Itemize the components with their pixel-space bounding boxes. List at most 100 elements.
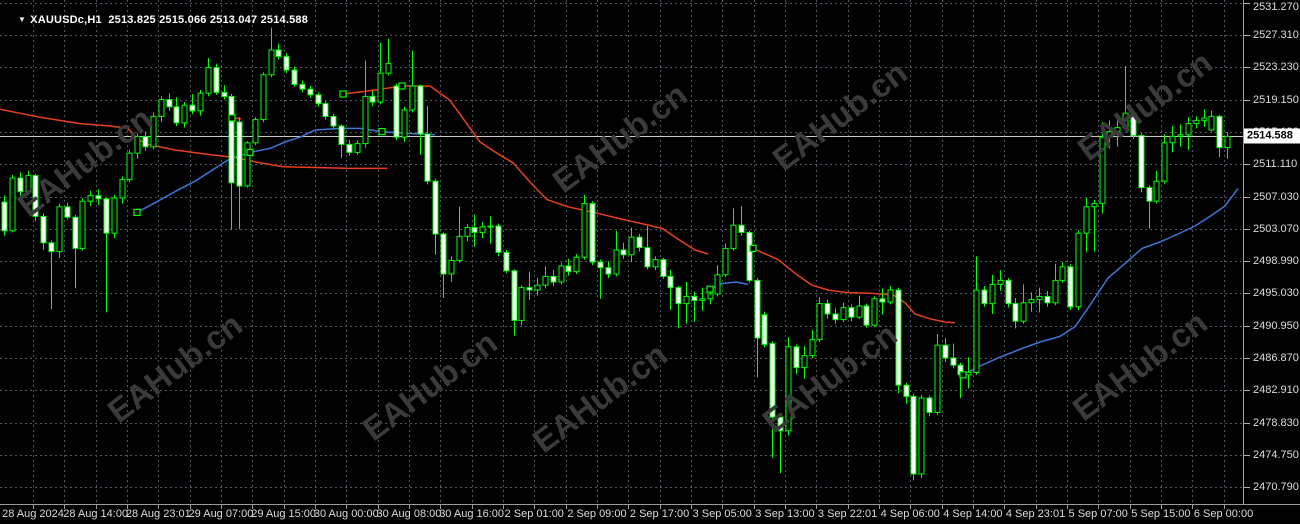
candle-body xyxy=(769,343,776,418)
time-axis-tick xyxy=(566,505,567,509)
ma-anchor-marker[interactable] xyxy=(398,82,406,90)
time-axis-tick xyxy=(1004,505,1005,509)
symbol-dropdown-icon[interactable]: ▼ xyxy=(18,15,27,24)
price-axis-label: 2478.830 xyxy=(1253,416,1299,429)
ma-blue-line xyxy=(136,127,436,214)
candle-body xyxy=(573,256,580,273)
ma-anchor-marker[interactable] xyxy=(959,371,967,379)
candle-body xyxy=(1208,115,1215,131)
ma-anchor-marker[interactable] xyxy=(749,244,757,252)
candle-body xyxy=(722,247,729,276)
time-axis-label: 29 Aug 15:00 xyxy=(251,508,317,520)
candle-body xyxy=(730,224,737,249)
candle-body xyxy=(221,91,228,97)
candlestick-plot-area[interactable] xyxy=(0,0,1244,505)
candle-body xyxy=(871,298,878,326)
ma-red-line xyxy=(752,247,956,324)
time-axis-tick xyxy=(1192,505,1193,509)
candle-body xyxy=(1036,295,1043,301)
time-axis-tick xyxy=(96,505,97,509)
time-axis-tick xyxy=(378,505,379,509)
candle-body xyxy=(362,95,369,145)
candle-body xyxy=(464,227,471,237)
candle-body xyxy=(714,274,721,295)
time-axis-tick xyxy=(660,505,661,509)
candle-body xyxy=(997,279,1004,285)
candle-body xyxy=(832,313,839,321)
time-axis-label: 4 Sep 23:01 xyxy=(1005,508,1066,520)
candle-body xyxy=(1216,115,1223,149)
candle-body xyxy=(824,303,831,315)
candle-body xyxy=(879,298,886,303)
ma-anchor-marker[interactable] xyxy=(378,128,386,136)
candle-body xyxy=(965,371,972,376)
time-axis-tick xyxy=(284,505,285,509)
candle-body xyxy=(385,63,392,74)
candle-body xyxy=(691,295,698,301)
price-axis-tick xyxy=(1244,390,1250,391)
time-axis-tick xyxy=(534,505,535,509)
candle-body xyxy=(1138,135,1145,189)
time-axis[interactable]: 28 Aug 2024 28 Aug 14:00 28 Aug 23:01 29 Au… xyxy=(0,505,1300,524)
candle-body xyxy=(989,283,996,305)
candle-body xyxy=(369,95,376,103)
candle-body xyxy=(409,85,416,111)
price-axis-tick xyxy=(1244,487,1250,488)
time-axis-tick xyxy=(190,505,191,509)
candle-body xyxy=(1059,266,1066,281)
price-axis-label: 2507.030 xyxy=(1253,190,1299,203)
time-axis-tick xyxy=(973,505,974,509)
time-axis-tick xyxy=(942,505,943,509)
price-axis-label: 2490.950 xyxy=(1253,319,1299,332)
candle-body xyxy=(322,103,329,117)
candle-body xyxy=(550,275,557,283)
time-axis-tick xyxy=(221,505,222,509)
candle-body xyxy=(119,179,126,199)
time-axis-label: 2 Sep 01:00 xyxy=(504,508,564,520)
price-axis-border xyxy=(1243,0,1244,505)
price-axis-label: 2486.870 xyxy=(1253,352,1299,365)
candle-body xyxy=(1153,180,1160,202)
time-axis-tick xyxy=(879,505,880,509)
price-axis-label: 2531.270 xyxy=(1253,1,1299,13)
ma-anchor-marker[interactable] xyxy=(228,114,236,122)
candle-body xyxy=(307,88,314,96)
candle-body xyxy=(699,298,706,301)
candle-body xyxy=(503,251,510,272)
price-axis-tick xyxy=(1244,67,1250,68)
candle-body xyxy=(1052,279,1059,304)
ma-anchor-marker[interactable] xyxy=(339,90,347,98)
candle-body xyxy=(856,305,863,318)
candle-body xyxy=(64,206,71,218)
candle-body xyxy=(79,200,86,249)
price-axis-tick xyxy=(1244,3,1250,4)
candle-body xyxy=(1091,203,1098,208)
ma-anchor-marker[interactable] xyxy=(706,285,714,293)
ma-blue-line xyxy=(962,187,1239,376)
time-axis-tick xyxy=(33,505,34,509)
candle-body xyxy=(111,197,118,234)
candle-body xyxy=(660,259,667,277)
candle-body xyxy=(1005,279,1012,305)
time-axis-label: 30 Aug 08:00 xyxy=(376,508,442,520)
ma-anchor-marker[interactable] xyxy=(133,208,141,216)
candle-body xyxy=(440,233,447,275)
price-axis-label: 2495.030 xyxy=(1253,286,1299,299)
candle-body xyxy=(707,293,714,300)
price-axis-tick xyxy=(1244,261,1250,262)
candle-body xyxy=(973,289,980,373)
candle-body xyxy=(597,261,604,269)
ma-anchor-marker[interactable] xyxy=(246,148,254,156)
price-axis[interactable]: 2531.2702527.3102523.2302519.1502515.190… xyxy=(1244,0,1300,505)
time-axis-tick xyxy=(597,505,598,509)
price-axis-tick xyxy=(1244,358,1250,359)
candle-body xyxy=(260,74,267,121)
price-axis-label: 2523.230 xyxy=(1253,61,1299,74)
candle-body xyxy=(589,203,596,263)
price-axis-label: 2527.310 xyxy=(1253,28,1299,41)
current-price-tag: 2514.588 xyxy=(1244,128,1300,144)
time-axis-label: 28 Aug 14:00 xyxy=(63,508,129,520)
candle-body xyxy=(565,265,572,273)
candle-body xyxy=(895,289,902,386)
